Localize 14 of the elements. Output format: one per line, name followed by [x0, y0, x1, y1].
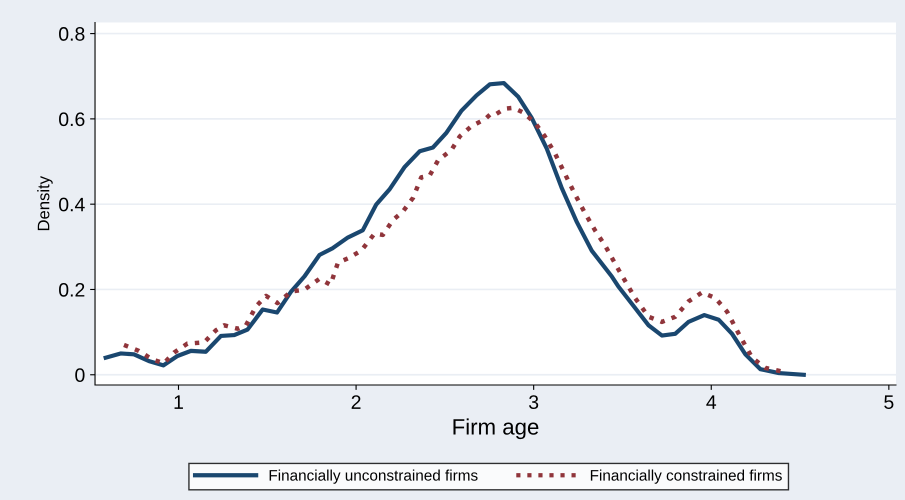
y-tick-label: 0.4 [59, 198, 85, 212]
x-tick-label: 4 [706, 395, 716, 409]
y-tick-label: 0.6 [59, 112, 84, 126]
legend-label: Financially unconstrained firms [270, 470, 478, 484]
x-axis-title: Firm age [453, 418, 538, 440]
y-tick-label: 0.8 [59, 27, 84, 41]
y-axis-title: Density [37, 176, 53, 230]
y-tick-label: 0 [75, 368, 85, 382]
x-tick-label: 2 [352, 395, 361, 409]
x-tick-label: 1 [174, 395, 183, 409]
x-tick-label: 5 [884, 395, 894, 410]
x-tick-label: 3 [529, 395, 538, 410]
legend-label: Financially constrained firms [590, 470, 782, 484]
y-tick-label: 0.2 [59, 282, 84, 297]
